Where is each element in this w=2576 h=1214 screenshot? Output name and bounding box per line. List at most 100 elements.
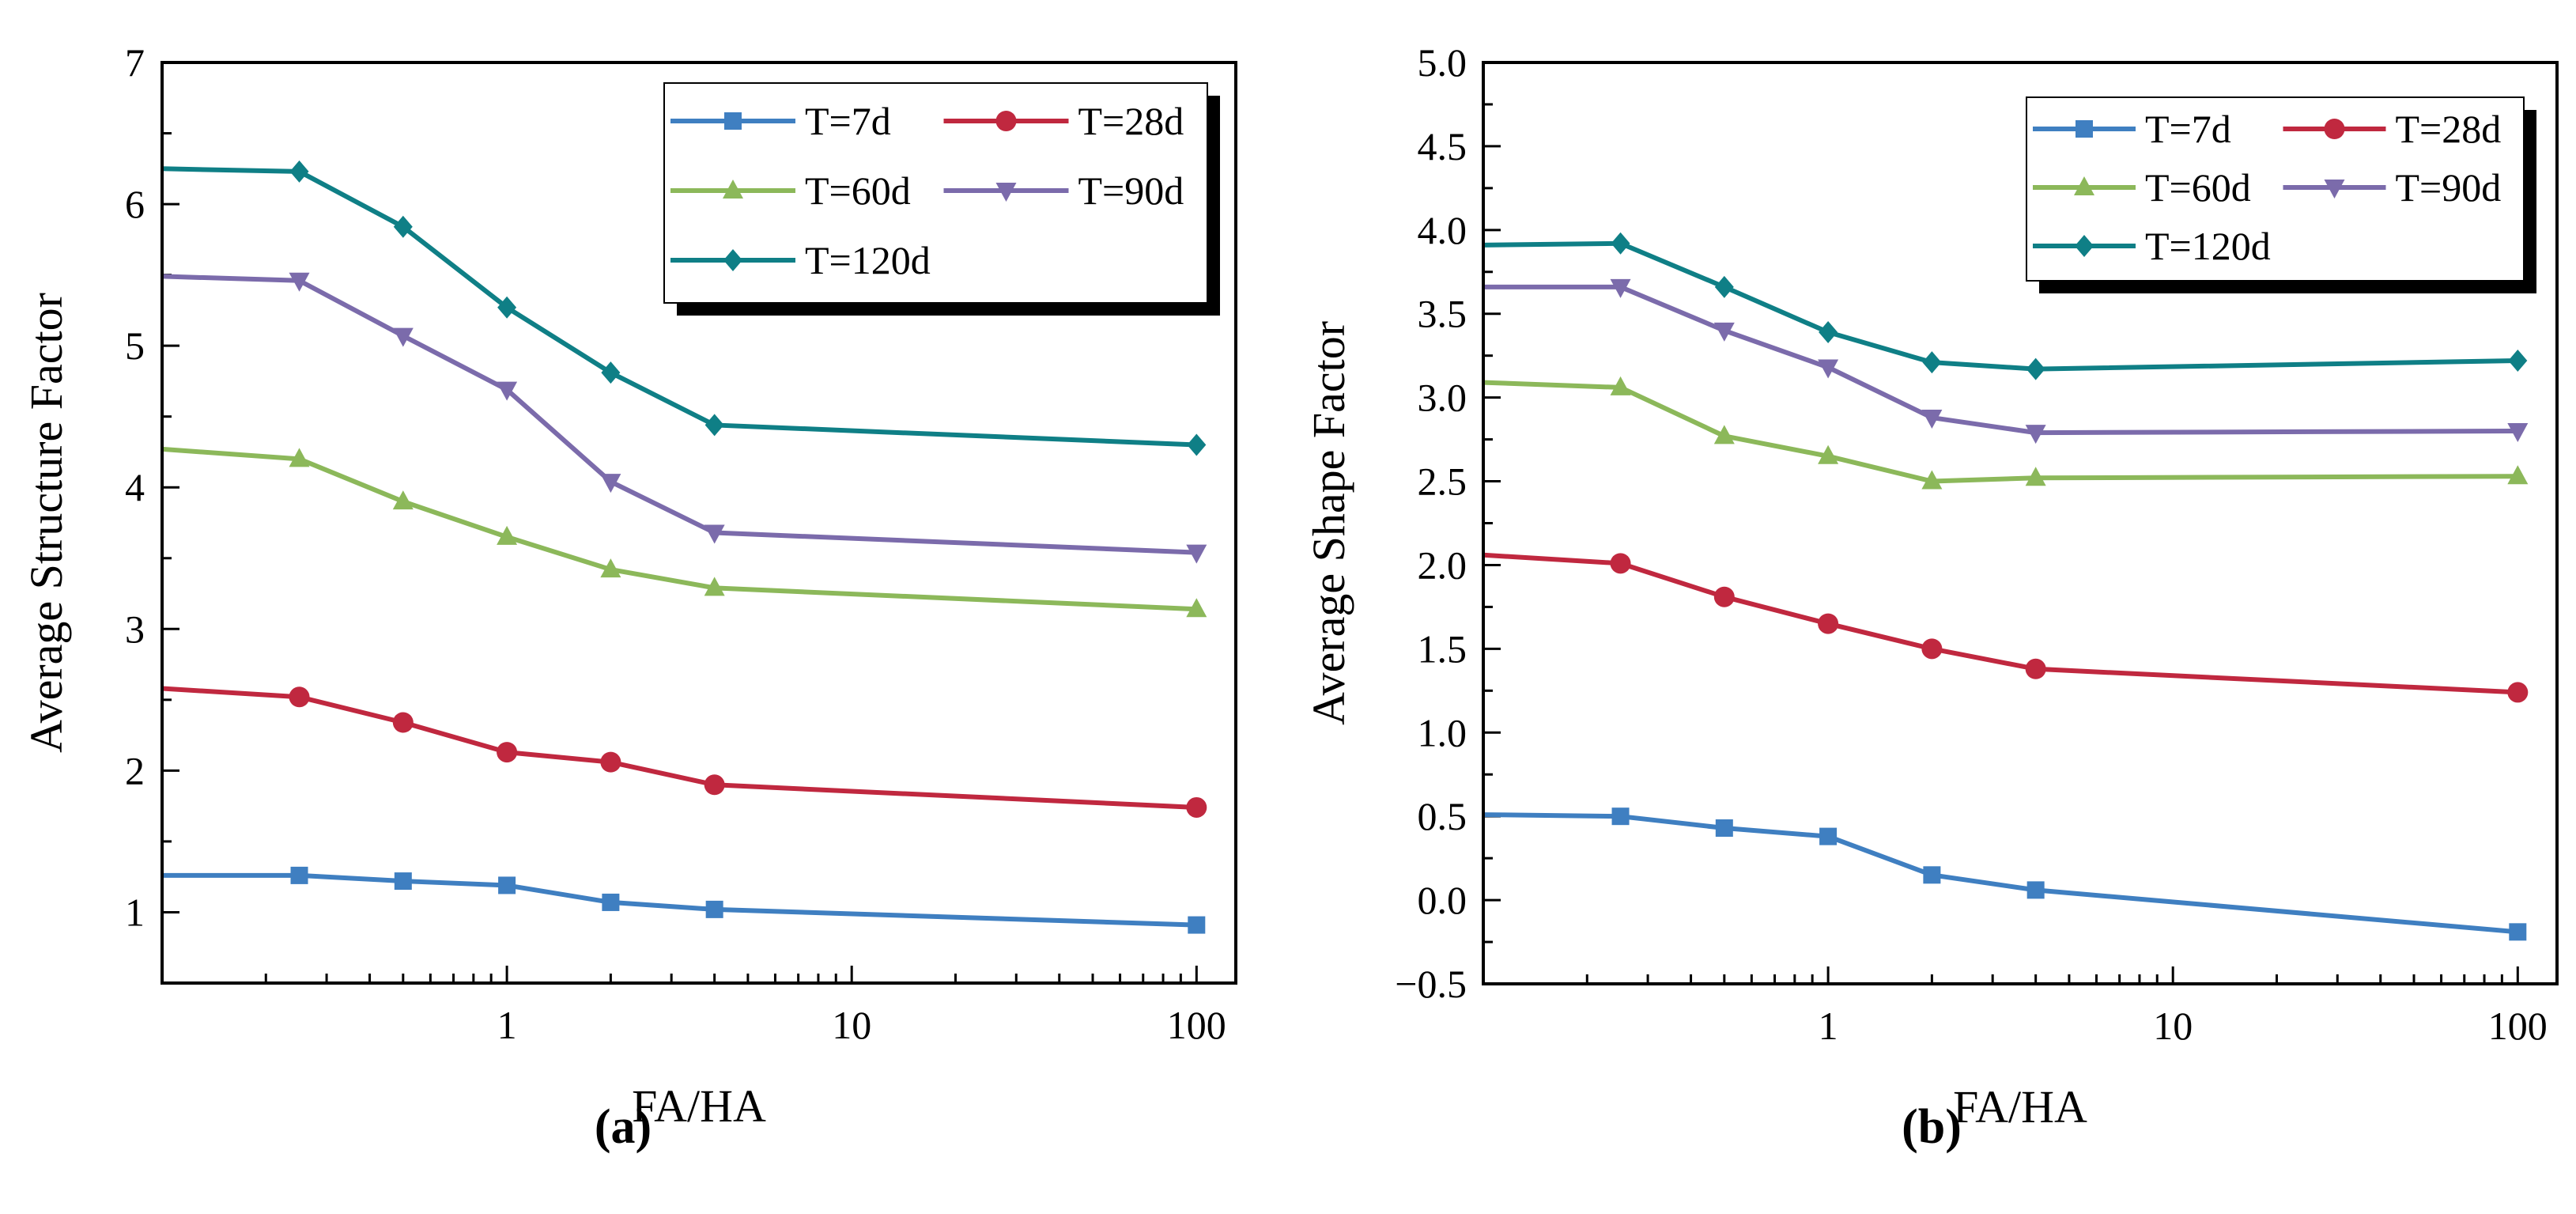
- plot-area: [162, 160, 1207, 934]
- y-tick-label: 0.0: [1418, 878, 1467, 922]
- y-tick-label: 5.0: [1418, 40, 1467, 85]
- x-tick-label: 10: [2153, 1004, 2193, 1048]
- data-point: [392, 490, 414, 510]
- y-tick-label: 6: [125, 182, 145, 226]
- x-tick-label: 10: [832, 1003, 871, 1047]
- y-tick-label: −0.5: [1395, 962, 1467, 1006]
- legend-label: T=120d: [2145, 224, 2271, 268]
- data-point: [2507, 423, 2529, 442]
- data-point: [1188, 916, 1206, 934]
- y-tick-label: 4.5: [1418, 124, 1467, 168]
- legend-label: T=90d: [1078, 168, 1184, 213]
- data-point: [497, 381, 518, 401]
- legend: T=7d T=28d T=60d T=90d T=120d: [663, 82, 1220, 316]
- legend-label: T=90d: [2396, 165, 2502, 210]
- y-tick-label: 0.5: [1418, 794, 1467, 838]
- legend-marker: [724, 112, 742, 130]
- x-axis-label: FA/HA: [1953, 1081, 2087, 1133]
- data-point: [392, 327, 414, 347]
- legend-label: T=7d: [805, 99, 891, 143]
- data-point: [1818, 444, 1839, 464]
- series-t-90d: [1483, 278, 2529, 444]
- y-tick-label: 4.0: [1418, 208, 1467, 252]
- legend-label: T=28d: [1078, 99, 1184, 143]
- data-point: [2507, 682, 2529, 703]
- legend-marker: [723, 180, 743, 199]
- x-tick-label: 1: [1819, 1004, 1838, 1048]
- data-point: [1818, 613, 1839, 634]
- data-point: [1611, 807, 1630, 826]
- y-axis-label: Average Shape Factor: [1303, 321, 1354, 725]
- plot-area: [1483, 232, 2529, 941]
- legend-marker: [2324, 119, 2345, 139]
- data-point: [289, 448, 310, 467]
- data-point: [1921, 470, 1943, 490]
- y-tick-label: 5: [125, 323, 145, 368]
- data-point: [289, 160, 309, 183]
- data-point: [601, 361, 621, 384]
- series-t-28d: [162, 686, 1207, 818]
- series-line: [162, 686, 1197, 810]
- legend-marker: [2075, 235, 2094, 257]
- y-tick-label: 3: [125, 607, 145, 651]
- y-tick-label: 2.5: [1418, 460, 1467, 504]
- legend-item: T=90d: [2283, 165, 2502, 210]
- data-point: [2025, 467, 2046, 486]
- series-t-120d: [162, 160, 1207, 456]
- x-tick-label: 100: [2488, 1004, 2548, 1048]
- y-tick-label: 7: [125, 40, 145, 85]
- data-point: [1819, 321, 1838, 344]
- legend-marker: [2074, 176, 2094, 195]
- x-tick-label: 1: [497, 1003, 517, 1047]
- series-line: [162, 274, 1197, 555]
- legend-item: T=7d: [2033, 107, 2231, 151]
- y-tick-label: 1: [125, 890, 145, 934]
- data-point: [289, 686, 310, 708]
- y-tick-label: 1.0: [1418, 710, 1467, 754]
- legend-label: T=60d: [805, 168, 911, 213]
- panel-label: (a): [595, 1100, 652, 1154]
- series-t-7d: [1483, 807, 2527, 941]
- series-t-120d: [1483, 232, 2528, 380]
- data-point: [2507, 465, 2529, 485]
- legend-item: T=28d: [2283, 107, 2502, 151]
- data-point: [2508, 350, 2528, 373]
- y-tick-label: 3.5: [1418, 292, 1467, 336]
- data-point: [1187, 433, 1207, 456]
- plot-frame: [1482, 61, 2559, 985]
- data-point: [497, 525, 518, 545]
- data-point: [704, 414, 724, 437]
- data-point: [393, 215, 413, 238]
- data-point: [1186, 598, 1207, 618]
- legend-label: T=60d: [2145, 165, 2251, 210]
- data-point: [498, 876, 516, 894]
- series-t-7d: [162, 866, 1206, 934]
- series-t-90d: [162, 272, 1207, 564]
- legend-item: T=60d: [2033, 165, 2251, 210]
- data-point: [1713, 586, 1735, 607]
- data-point: [1610, 553, 1631, 574]
- series-line: [1483, 812, 2518, 935]
- data-point: [600, 558, 621, 578]
- legend-label: T=28d: [2396, 107, 2502, 151]
- data-point: [2026, 881, 2045, 899]
- data-point: [1714, 275, 1734, 298]
- data-point: [1818, 359, 1839, 379]
- data-point: [1713, 322, 1735, 342]
- legend-item: T=7d: [670, 99, 891, 143]
- legend-marker: [995, 183, 1017, 202]
- data-point: [2025, 425, 2046, 444]
- data-point: [497, 296, 517, 319]
- data-point: [289, 272, 310, 292]
- series-line: [1483, 284, 2518, 436]
- data-point: [2025, 658, 2046, 679]
- legend-marker: [723, 249, 742, 271]
- data-point: [600, 751, 621, 773]
- chart-panel-a: 1 10 100 1 2 3 4 5 6 7 FA/HA Average Structure Fact…: [21, 40, 1237, 1154]
- data-point: [394, 872, 412, 891]
- y-tick-label: 2: [125, 748, 145, 792]
- legend-item: T=120d: [670, 238, 931, 282]
- legend-marker: [2324, 180, 2345, 199]
- data-point: [1923, 866, 1941, 884]
